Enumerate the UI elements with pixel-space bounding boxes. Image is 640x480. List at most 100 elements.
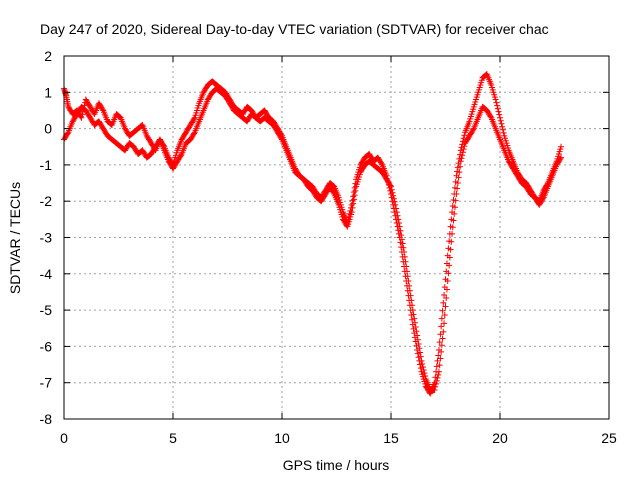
x-tick-label: 15: [383, 430, 399, 446]
data-point-interp: [422, 373, 429, 380]
data-point-interp: [433, 363, 440, 370]
y-tick-label: -2: [40, 193, 53, 209]
data-point-interp: [412, 324, 419, 331]
data-point-interp: [401, 253, 408, 260]
data-point-interp: [483, 71, 490, 78]
data-point-interp: [456, 169, 463, 176]
data-point-interp: [116, 113, 123, 120]
data-point-interp: [177, 152, 184, 159]
data-point-interp: [99, 106, 106, 113]
data-point-interp: [494, 105, 501, 112]
data-point: [414, 332, 421, 339]
data-point-interp: [108, 121, 115, 128]
x-axis-label: GPS time / hours: [283, 457, 390, 473]
data-point-interp: [441, 320, 448, 327]
data-point-interp: [451, 204, 458, 211]
data-point: [440, 299, 447, 306]
data-point-interp: [436, 339, 443, 346]
data-point-interp: [498, 120, 505, 127]
data-point: [348, 209, 355, 216]
data-point-interp: [411, 319, 418, 326]
data-point-interp: [410, 311, 417, 318]
data-point-interp: [438, 315, 445, 322]
y-tick-label: -6: [40, 338, 53, 354]
data-point: [401, 249, 408, 256]
data-point-interp: [413, 328, 420, 335]
data-point-interp: [443, 286, 450, 293]
x-tick-label: 25: [601, 430, 617, 446]
data-point-interp: [432, 383, 439, 390]
data-point: [431, 386, 438, 393]
data-point-interp: [419, 363, 426, 370]
data-point-interp: [454, 185, 461, 192]
data-point-interp: [461, 143, 468, 150]
data-point: [409, 307, 416, 314]
data-point: [444, 278, 451, 285]
data-point-interp: [487, 113, 494, 120]
data-point-interp: [438, 348, 445, 355]
data-point-interp: [351, 184, 358, 191]
data-point-interp: [420, 366, 427, 373]
data-point-interp: [399, 240, 406, 247]
x-tick-label: 10: [274, 430, 290, 446]
data-point: [457, 158, 464, 165]
data-point-interp: [454, 180, 461, 187]
data-point-interp: [438, 342, 445, 349]
y-tick-label: -4: [40, 266, 53, 282]
data-point-interp: [138, 122, 145, 129]
data-point-interp: [64, 130, 71, 137]
data-point-interp: [447, 246, 454, 253]
data-point-interp: [389, 189, 396, 196]
data-point: [449, 230, 456, 237]
data-point-interp: [330, 189, 337, 196]
data-point: [348, 201, 355, 208]
data-point-interp: [349, 197, 356, 204]
data-point: [492, 96, 499, 103]
data-point-interp: [352, 187, 359, 194]
data-point-interp: [378, 160, 385, 167]
data-point-interp: [437, 355, 444, 362]
data-point-interp: [391, 198, 398, 205]
data-point-interp: [495, 108, 502, 115]
data-point-interp: [461, 132, 468, 139]
data-point-interp: [435, 352, 442, 359]
data-point-interp: [445, 270, 452, 277]
data-points: [61, 71, 565, 397]
data-point-interp: [402, 258, 409, 265]
data-point-interp: [408, 297, 415, 304]
data-point: [405, 278, 412, 285]
data-point-interp: [407, 292, 414, 299]
y-tick-label: 2: [44, 48, 52, 64]
data-point-interp: [470, 126, 477, 133]
data-point-interp: [500, 129, 507, 136]
chart-title: Day 247 of 2020, Sidereal Day-to-day VTE…: [40, 21, 549, 37]
data-point-interp: [414, 336, 421, 343]
data-point-interp: [395, 216, 402, 223]
data-point-interp: [458, 155, 465, 162]
x-tick-label: 20: [492, 430, 508, 446]
data-point-interp: [79, 111, 86, 118]
data-point: [78, 114, 85, 121]
data-point: [558, 143, 565, 150]
data-point-interp: [434, 374, 441, 381]
data-point-interp: [388, 186, 395, 193]
data-point-interp: [455, 174, 462, 181]
y-tick-label: -5: [40, 302, 53, 318]
data-point-interp: [441, 311, 448, 318]
data-point-interp: [459, 152, 466, 159]
data-point-interp: [442, 303, 449, 310]
data-point-interp: [557, 155, 564, 162]
data-point-interp: [441, 291, 448, 298]
data-point: [396, 223, 403, 230]
data-point-interp: [350, 200, 357, 207]
data-point-interp: [403, 268, 410, 275]
y-tick-label: -8: [40, 411, 53, 427]
data-point-interp: [415, 340, 422, 347]
data-point-interp: [191, 130, 198, 137]
data-point-interp: [443, 295, 450, 301]
data-point-interp: [406, 282, 413, 289]
data-point-interp: [496, 111, 503, 118]
data-point-interp: [343, 222, 350, 229]
